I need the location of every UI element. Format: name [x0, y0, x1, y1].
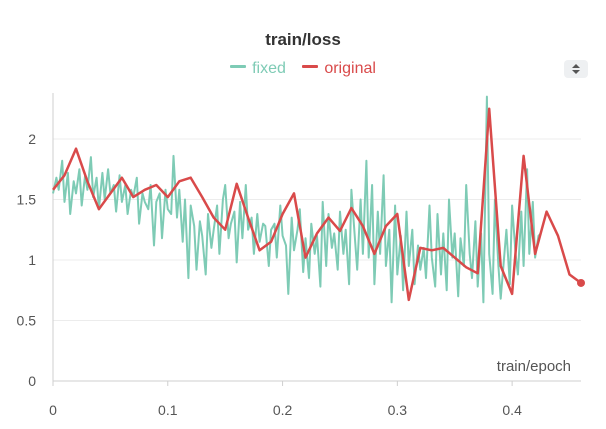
- tick-labels: 0 0.5 1 1.5 2 0 0.1 0.2 0.3 0.4: [17, 131, 523, 418]
- y-tick-label: 1.5: [17, 191, 37, 207]
- x-tick-label: 0.1: [158, 402, 178, 418]
- x-tick-label: 0.3: [388, 402, 408, 418]
- legend-item-fixed[interactable]: fixed: [230, 60, 286, 78]
- series: [52, 95, 585, 304]
- gridlines: [53, 138, 581, 382]
- legend: fixed original: [0, 60, 606, 78]
- y-tick-label: 0.5: [17, 312, 37, 328]
- series-line-fixed: [52, 95, 542, 304]
- axes: [52, 93, 581, 386]
- y-tick-label: 0: [28, 373, 36, 389]
- sort-arrows-icon: [572, 64, 580, 74]
- x-axis-title: train/epoch: [497, 358, 571, 375]
- x-tick-label: 0.4: [502, 402, 522, 418]
- chart-menu-button[interactable]: [564, 60, 588, 78]
- chart-title: train/loss: [265, 30, 341, 49]
- x-tick-label: 0.2: [273, 402, 293, 418]
- legend-label-original: original: [324, 60, 376, 77]
- series-line-original: [52, 107, 582, 302]
- legend-swatch-fixed: [230, 65, 247, 69]
- y-tick-label: 1: [28, 252, 36, 268]
- x-tick-label: 0: [49, 402, 57, 418]
- y-tick-label: 2: [28, 131, 36, 147]
- legend-item-original[interactable]: original: [302, 60, 376, 78]
- legend-swatch-original: [302, 65, 319, 69]
- series-endpoint-original: [577, 278, 585, 287]
- legend-label-fixed: fixed: [252, 60, 286, 77]
